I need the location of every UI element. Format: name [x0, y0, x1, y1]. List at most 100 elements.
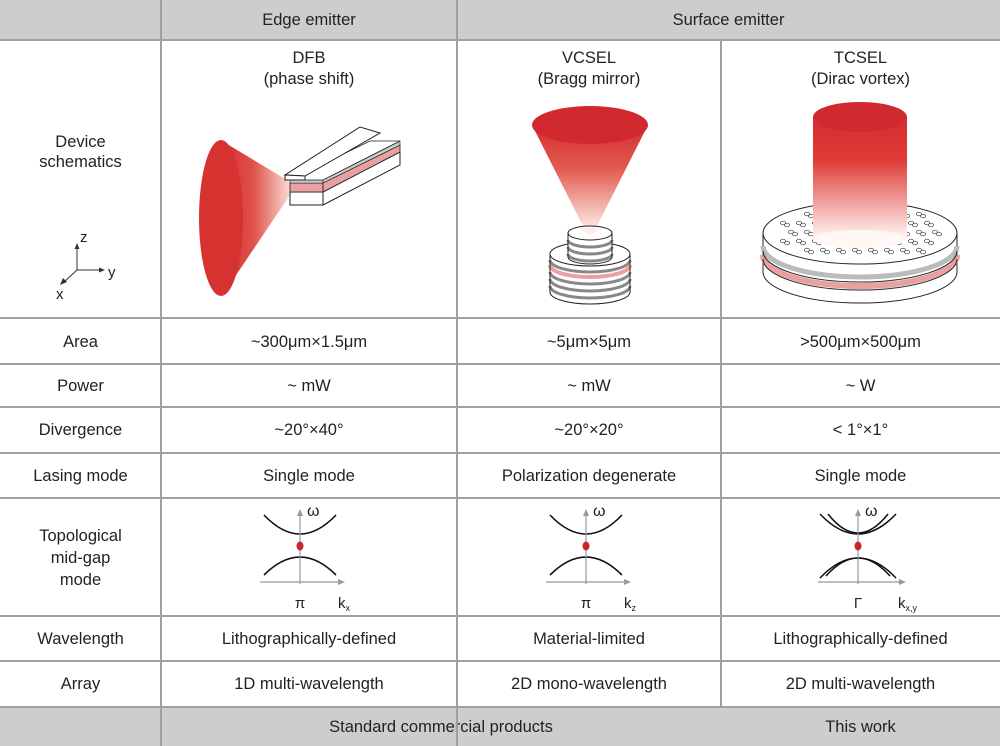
midgap-mode-dot: [296, 541, 304, 551]
grid-line: [0, 317, 1000, 319]
air-hole: [924, 238, 930, 244]
air-hole: [868, 247, 874, 253]
air-hole: [796, 220, 802, 226]
vcsel-array: 2D mono-wavelength: [511, 675, 667, 693]
tcsel-name: TCSEL: [833, 49, 888, 67]
air-hole: [924, 220, 930, 226]
grid-line: [720, 40, 722, 707]
air-hole: [840, 249, 846, 255]
grid-line: [0, 497, 1000, 499]
point-label: Γ: [854, 595, 862, 612]
air-hole: [936, 231, 942, 237]
air-hole: [852, 247, 858, 253]
grid-line: [0, 706, 1000, 708]
row-label-area: Area: [63, 332, 98, 351]
air-hole: [912, 240, 918, 246]
tcsel-schematic: [760, 102, 960, 304]
air-hole: [920, 231, 926, 237]
air-hole: [824, 249, 830, 255]
air-hole: [856, 249, 862, 255]
air-hole: [804, 229, 810, 235]
air-hole: [796, 238, 802, 244]
vcsel-power: ~ mW: [567, 376, 611, 395]
air-hole: [800, 222, 806, 228]
air-hole: [780, 238, 786, 244]
header-surface-emitter: Surface emitter: [672, 11, 785, 29]
midgap-mode-dot: [854, 541, 862, 551]
axis-label-y: y: [108, 264, 116, 281]
tcsel-wavelength: Lithographically-defined: [773, 629, 948, 648]
grid-line: [0, 660, 1000, 662]
air-hole: [928, 222, 934, 228]
dfb-divergence: ~20°×40°: [274, 421, 344, 439]
dfb-lasing: Single mode: [263, 466, 355, 485]
device-schematics: z y x: [56, 102, 960, 305]
dfb-band-diagram: ω π kx: [260, 503, 351, 613]
dfb-array: 1D multi-wavelength: [234, 675, 384, 693]
dfb-wavelength: Lithographically-defined: [221, 629, 397, 648]
vcsel-lasing: Polarization degenerate: [501, 466, 677, 485]
tcsel-subtitle: (Dirac vortex): [810, 70, 910, 88]
air-hole: [804, 247, 810, 253]
air-hole: [792, 231, 798, 237]
air-hole: [788, 229, 794, 235]
vcsel-name: VCSEL: [561, 49, 617, 67]
k-label: kz: [624, 595, 637, 613]
grid-line: [0, 406, 1000, 408]
tcsel-band-diagram: ω Γ kx,y: [818, 503, 918, 613]
omega-label: ω: [865, 503, 878, 520]
tcsel-power: ~ W: [845, 376, 876, 395]
air-hole: [884, 247, 890, 253]
tcsel-lasing: Single mode: [814, 466, 907, 485]
air-hole: [836, 247, 842, 253]
grid-line: [0, 615, 1000, 617]
air-hole: [888, 249, 894, 255]
air-hole: [800, 240, 806, 246]
air-hole: [808, 249, 814, 255]
air-hole: [908, 220, 914, 226]
air-hole: [916, 247, 922, 253]
tcsel-area: >500μm×500μm: [800, 332, 921, 351]
dfb-power: ~ mW: [287, 376, 331, 395]
omega-label: ω: [593, 503, 606, 520]
air-hole: [928, 240, 934, 246]
air-hole: [932, 229, 938, 235]
header-row: [0, 0, 1000, 40]
row-label-device: Device schematics: [39, 133, 122, 171]
point-label: π: [295, 595, 305, 612]
air-hole: [784, 240, 790, 246]
omega-label: ω: [307, 503, 320, 520]
tcsel-title: TCSEL (Dirac vortex): [721, 48, 1000, 90]
air-hole: [916, 229, 922, 235]
air-hole: [804, 211, 810, 217]
tcsel-divergence: < 1°×1°: [832, 421, 889, 439]
row-label-topological: Topological mid-gap mode: [39, 526, 122, 589]
air-hole: [784, 222, 790, 228]
row-label-divergence: Divergence: [38, 421, 123, 439]
air-hole: [920, 249, 926, 255]
vcsel-wavelength: Material-limited: [533, 629, 645, 648]
air-hole: [912, 222, 918, 228]
dfb-schematic: [199, 126, 401, 296]
air-hole: [916, 211, 922, 217]
point-label: π: [581, 595, 591, 612]
dfb-area: ~300μm×1.5μm: [250, 332, 368, 351]
grid-line: [456, 0, 458, 746]
vcsel-subtitle: (Bragg mirror): [537, 70, 641, 88]
air-hole: [780, 220, 786, 226]
k-label: kx,y: [898, 595, 918, 613]
axis-label-z: z: [80, 229, 88, 246]
air-hole: [904, 249, 910, 255]
vcsel-band-diagram: ω π kz: [546, 503, 637, 613]
vcsel-title: VCSEL (Bragg mirror): [457, 48, 721, 90]
grid-line: [160, 0, 162, 746]
grid-line: [0, 39, 1000, 41]
dfb-name: DFB: [292, 49, 326, 67]
dfb-subtitle: (phase shift): [263, 70, 355, 88]
air-hole: [920, 213, 926, 219]
k-label: kx: [338, 595, 351, 613]
vcsel-schematic: [532, 106, 648, 305]
midgap-mode-dot: [582, 541, 590, 551]
air-hole: [872, 249, 878, 255]
header-edge-emitter: Edge emitter: [262, 11, 356, 29]
